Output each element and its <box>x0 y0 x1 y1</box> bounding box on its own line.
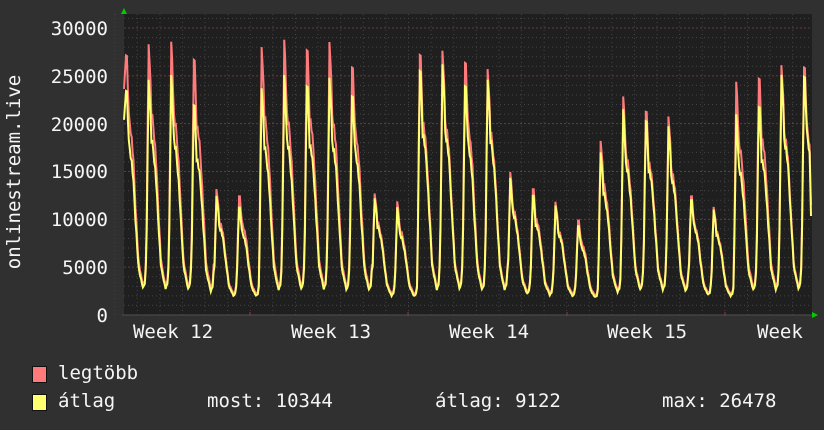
legend-swatch-atlag <box>32 394 47 411</box>
x-tick-label: Week 13 <box>291 321 371 343</box>
y-tick-label: 0 <box>97 305 108 327</box>
y-tick-label: 20000 <box>51 114 108 136</box>
series-line-atlag <box>123 64 812 299</box>
y-axis: 0 5000 10000 15000 20000 25000 30000 <box>51 18 108 327</box>
x-tick-label: Week 15 <box>607 321 687 343</box>
y-tick-label: 15000 <box>51 161 108 183</box>
y-tick-label: 10000 <box>51 209 108 231</box>
y-axis-label: onlinestream.live <box>3 75 25 269</box>
legend-swatch-legtobb <box>32 366 47 383</box>
plot-area <box>124 14 812 315</box>
legend-now: most: 10344 <box>207 390 333 412</box>
x-tick-label: Week 12 <box>133 321 213 343</box>
legend-max: max: 26478 <box>662 390 777 412</box>
x-tick-label: Week <box>757 321 803 343</box>
legend-label-atlag: átlag <box>58 390 116 412</box>
legend-label-legtobb: legtöbb <box>58 362 139 384</box>
x-tick-label: Week 14 <box>449 321 529 343</box>
x-axis: Week 12 Week 13 Week 14 Week 15 Week <box>133 321 803 343</box>
y-tick-label: 25000 <box>51 66 108 88</box>
x-axis-arrow-icon <box>812 312 818 318</box>
y-axis-arrow-icon <box>121 8 127 14</box>
y-tick-label: 30000 <box>51 18 108 40</box>
legend-average: átlag: 9122 <box>435 390 561 412</box>
y-tick-label: 5000 <box>62 257 108 279</box>
